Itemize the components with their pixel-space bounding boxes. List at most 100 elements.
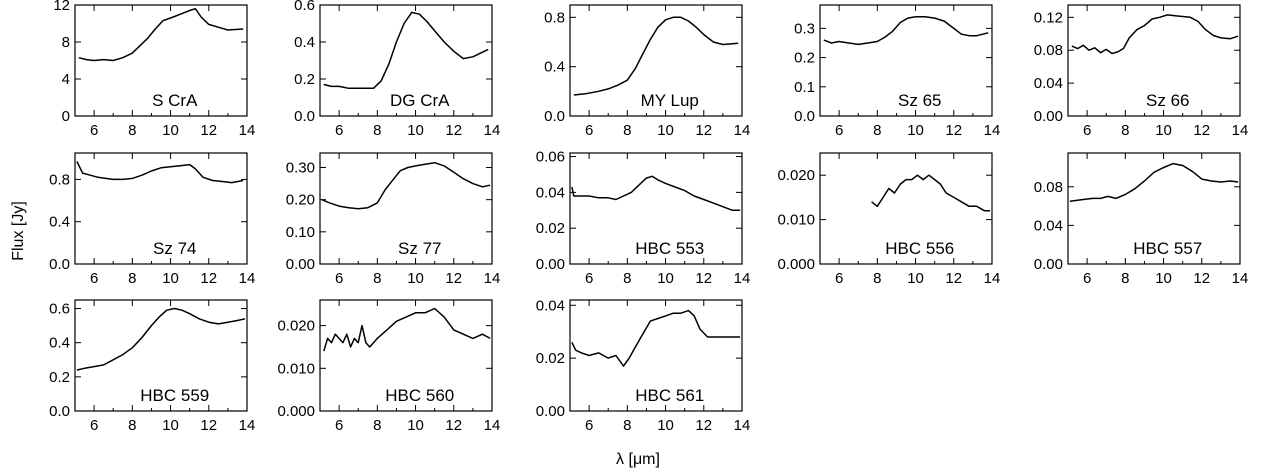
panel-label: S CrA [152,91,198,110]
y-tick-label: 0.4 [49,335,70,352]
x-tick-label: 12 [695,270,712,287]
y-tick-label: 0.00 [536,256,565,273]
x-tick-label: 12 [445,417,462,434]
x-tick-label: 8 [373,122,381,139]
x-tick-label: 14 [734,122,751,139]
y-tick-label: 0.06 [536,149,565,166]
y-tick-label: 4 [62,71,70,88]
y-tick-label: 0.00 [1034,256,1063,273]
y-tick-label: 0.0 [294,108,315,125]
y-tick-label: 0.04 [1034,217,1063,234]
x-tick-label: 14 [484,417,501,434]
spectrum-line [321,161,491,210]
y-tick-label: 0.12 [1034,9,1063,26]
y-tick-label: 0.04 [536,184,565,201]
y-tick-label: 0.04 [536,297,565,314]
x-tick-label: 10 [162,270,179,287]
x-tick-label: 6 [585,122,593,139]
x-tick-label: 6 [585,417,593,434]
y-tick-label: 0.010 [277,360,315,377]
plot-frame [319,4,493,117]
y-axis-label: Flux [Jy] [10,201,27,261]
y-tick-label: 0.3 [794,20,815,37]
x-tick-label: 6 [835,270,843,287]
y-tick-label: 0.6 [49,301,70,318]
panel-label: Sz 74 [153,239,196,258]
y-tick-label: 0.00 [536,403,565,420]
plot-frame [319,299,493,412]
panel-3: 6 8 10 12 14 0.0 0.1 0.2 0.3 Sz 65 [794,4,1001,139]
y-tick-label: 0.000 [277,403,315,420]
spectrum-line [76,161,244,184]
x-tick-label: 10 [162,417,179,434]
plot-frame [569,4,743,117]
x-tick-label: 12 [945,270,962,287]
panel-label: HBC 557 [1133,239,1202,258]
x-tick-label: 10 [1155,270,1172,287]
x-tick-label: 8 [373,417,381,434]
x-tick-label: 14 [984,270,1001,287]
y-tick-label: 0.000 [777,256,815,273]
panel-8: 6 8 10 12 14 0.000 0.010 0.020 HBC 556 [777,152,1001,287]
y-tick-label: 0.10 [286,224,315,241]
x-tick-label: 10 [407,270,424,287]
x-tick-label: 14 [239,270,256,287]
y-tick-label: 0.020 [277,318,315,335]
spectrum-line [323,307,491,352]
panel-label: HBC 556 [885,239,954,258]
panel-10: 6 8 10 12 14 0.0 0.2 0.4 0.6 HBC 559 [49,299,256,434]
x-tick-label: 6 [835,122,843,139]
panel-label: DG CrA [390,91,450,110]
panel-9: 6 8 10 12 14 0.00 0.04 0.08 HBC 557 [1034,152,1249,287]
x-tick-label: 8 [873,270,881,287]
x-axis-label: λ [μm] [616,451,660,468]
x-tick-label: 8 [128,122,136,139]
x-tick-label: 12 [1193,270,1210,287]
x-tick-label: 12 [200,122,217,139]
panel-label: MY Lup [641,91,699,110]
x-tick-label: 14 [484,122,501,139]
x-tick-label: 14 [239,417,256,434]
panel-7: 6 8 10 12 14 0.00 0.02 0.04 0.06 HBC 553 [536,149,751,287]
x-tick-label: 8 [1121,122,1129,139]
x-tick-label: 8 [623,270,631,287]
x-tick-label: 14 [984,122,1001,139]
spectrum-line [76,307,246,371]
y-tick-label: 0.0 [794,108,815,125]
y-tick-label: 0.4 [544,59,565,76]
x-tick-label: 8 [128,270,136,287]
y-tick-label: 0.20 [286,192,315,209]
y-tick-label: 0.30 [286,159,315,176]
x-tick-label: 6 [1083,270,1091,287]
panel-5: 6 8 10 12 14 0.0 0.4 0.8 Sz 74 [49,152,256,287]
plot-frame [319,152,493,265]
x-tick-label: 6 [90,417,98,434]
x-tick-label: 12 [445,270,462,287]
y-tick-label: 0.4 [49,214,70,231]
y-tick-label: 0.08 [1034,179,1063,196]
panel-11: 6 8 10 12 14 0.000 0.010 0.020 HBC 560 [277,299,501,434]
y-tick-label: 0 [62,108,70,125]
y-tick-label: 0.0 [49,403,70,420]
x-tick-label: 14 [239,122,256,139]
y-tick-label: 0.2 [794,50,815,67]
x-tick-label: 6 [90,270,98,287]
x-tick-label: 14 [734,417,751,434]
spectrum-line [823,15,989,46]
x-tick-label: 14 [1232,270,1249,287]
x-tick-label: 10 [1155,122,1172,139]
plot-frame [569,152,743,265]
spectrum-line [871,174,991,212]
x-tick-label: 12 [445,122,462,139]
x-tick-label: 12 [1193,122,1210,139]
x-tick-label: 12 [200,417,217,434]
x-tick-label: 6 [1083,122,1091,139]
y-tick-label: 0.2 [49,369,70,386]
y-tick-label: 0.1 [794,79,815,96]
x-tick-label: 8 [623,122,631,139]
x-tick-label: 8 [128,417,136,434]
y-tick-label: 0.8 [544,9,565,26]
x-tick-label: 6 [585,270,593,287]
